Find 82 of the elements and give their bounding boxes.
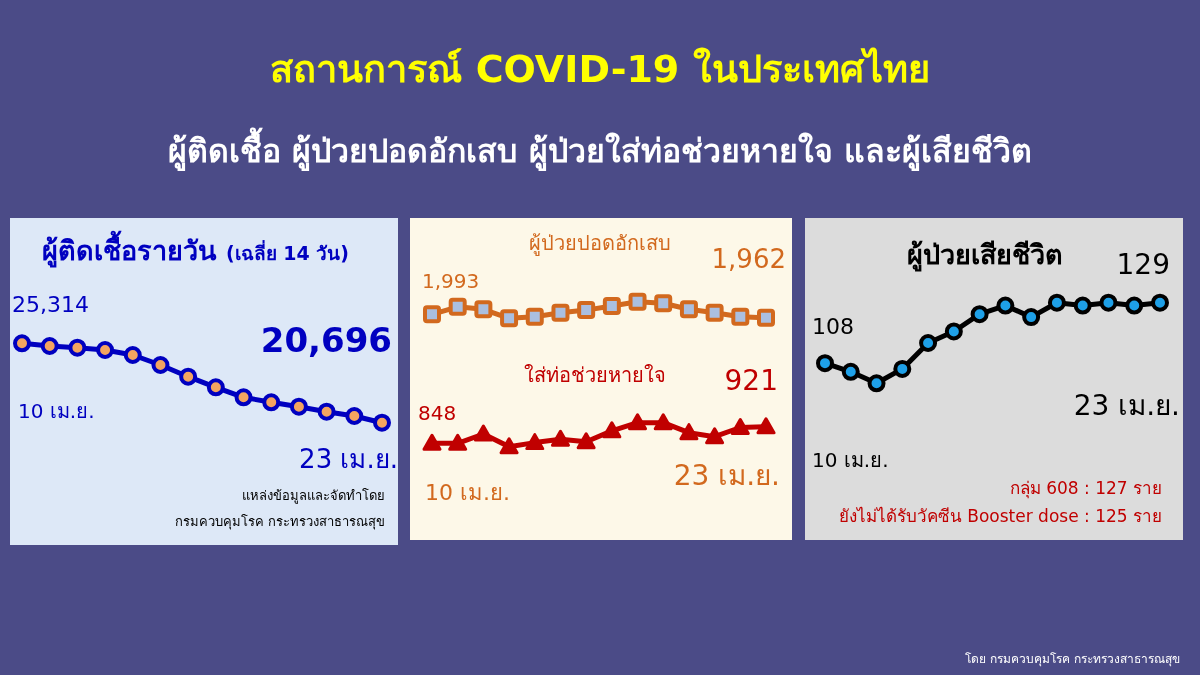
point — [345, 407, 364, 425]
point — [448, 433, 468, 451]
data-label: 1,993 — [422, 269, 480, 293]
point — [422, 433, 442, 451]
point — [628, 292, 647, 311]
point — [919, 334, 938, 352]
data-label: 129 — [1116, 248, 1170, 281]
point — [262, 393, 281, 412]
point — [68, 338, 87, 357]
text: 23 เม.ย. — [299, 444, 398, 474]
point — [373, 413, 391, 432]
point — [448, 297, 467, 316]
point — [996, 296, 1015, 315]
point — [423, 305, 441, 324]
point — [500, 309, 519, 328]
point — [40, 337, 59, 355]
text: ยังไม่ได้รับวัคซีน Booster dose : 125 ราย — [838, 506, 1162, 526]
chart-title: ผู้ป่วยเสียชีวิต — [907, 239, 1063, 272]
data-label: 20,696 — [260, 320, 392, 360]
point — [893, 359, 912, 378]
chart-title: ผู้ติดเชื้อรายวัน — [42, 230, 217, 268]
annotation: 10 เม.ย. — [18, 399, 95, 423]
text: 23 เม.ย. — [673, 459, 780, 492]
series-label: ใส่ท่อช่วยหายใจ — [524, 363, 666, 387]
point — [525, 307, 544, 326]
chart-subtitle: (เฉลี่ย 14 วัน) — [226, 240, 350, 264]
point — [1125, 296, 1144, 315]
point — [550, 429, 570, 447]
text: 23 เม.ย. — [1073, 389, 1180, 422]
point — [551, 303, 570, 322]
point — [96, 341, 115, 360]
data-label: 848 — [418, 401, 457, 425]
data-label: 25,314 — [12, 292, 89, 317]
text: 10 เม.ย. — [425, 480, 510, 505]
point — [123, 345, 142, 364]
point — [705, 303, 724, 322]
point — [234, 388, 253, 407]
point — [151, 356, 170, 374]
point — [474, 300, 493, 319]
point — [499, 437, 519, 455]
point — [1073, 296, 1092, 315]
data-label: 921 — [724, 364, 778, 397]
text: กรมควบคุมโรค กระทรวงสาธารณสุข — [174, 514, 385, 530]
point — [705, 427, 725, 445]
text: ผู้ติดเชื้อ ผู้ป่วยปอดอักเสบ ผู้ป่วยใส่ท่อช่วยหายใจ และผู้เสียชีวิต — [168, 127, 1032, 172]
text: 10 เม.ย. — [812, 448, 889, 472]
text: สถานการณ์ COVID-19 ในประเทศไทย — [270, 47, 930, 91]
point — [1099, 293, 1118, 312]
point — [679, 423, 699, 441]
point — [317, 402, 336, 421]
point — [867, 374, 886, 393]
point — [179, 367, 198, 386]
point — [679, 300, 698, 319]
point — [816, 354, 834, 373]
point — [730, 417, 750, 435]
point — [1022, 308, 1041, 327]
data-label: 1,962 — [711, 244, 786, 274]
text: แหล่งข้อมูลและจัดทำโดย — [242, 488, 385, 504]
point — [731, 307, 750, 326]
point — [13, 334, 31, 353]
point — [1151, 293, 1169, 312]
point — [970, 305, 989, 324]
point — [653, 413, 673, 431]
point — [525, 433, 545, 451]
point — [206, 378, 225, 397]
point — [602, 421, 622, 439]
point — [756, 417, 776, 435]
point — [757, 308, 775, 327]
point — [602, 296, 621, 315]
point — [654, 294, 673, 313]
text: โดย กรมควบคุมโรค กระทรวงสาธารณสุข — [965, 652, 1180, 667]
point — [1047, 293, 1066, 312]
point — [841, 362, 860, 381]
point — [944, 322, 963, 341]
point — [473, 424, 493, 442]
point — [576, 432, 596, 450]
point — [628, 413, 648, 431]
point — [289, 397, 308, 416]
text: ผู้ป่วยปอดอักเสบ — [529, 231, 671, 256]
data-label: 108 — [812, 314, 854, 339]
point — [577, 301, 596, 320]
text: กลุ่ม 608 : 127 ราย — [1009, 478, 1162, 499]
